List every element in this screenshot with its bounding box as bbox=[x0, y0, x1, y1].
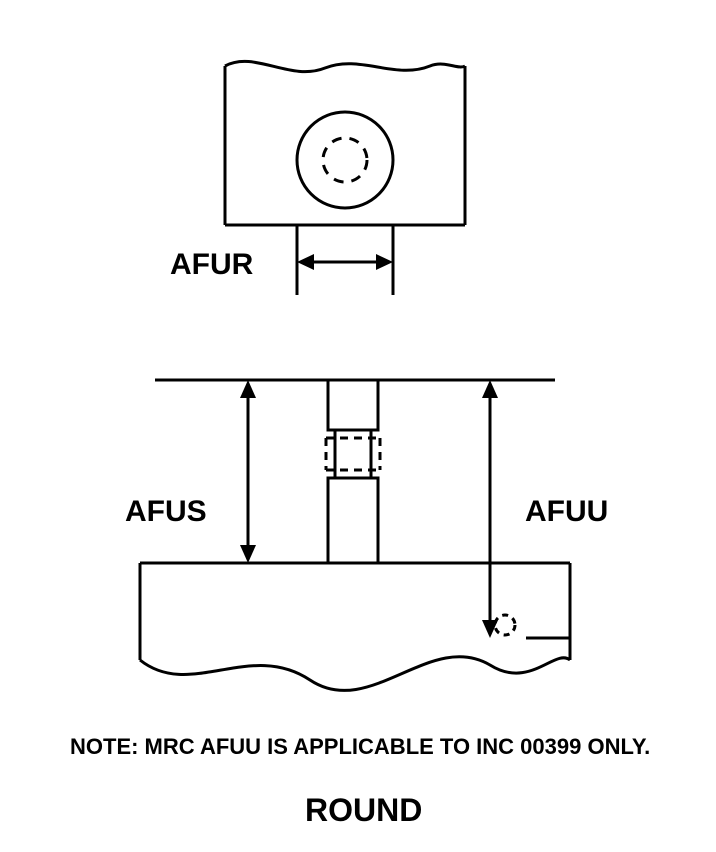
afus-label: AFUS bbox=[125, 495, 207, 529]
body-bottom-wavy bbox=[140, 657, 570, 691]
afuu-arrow-up bbox=[482, 380, 498, 398]
outer-circle bbox=[297, 112, 393, 208]
diagram-canvas bbox=[0, 0, 716, 852]
afur-label: AFUR bbox=[170, 248, 253, 282]
side-top-post bbox=[328, 380, 378, 430]
afus-arrow-up bbox=[240, 380, 256, 398]
inner-dashed-circle bbox=[323, 138, 367, 182]
afuu-label: AFUU bbox=[525, 495, 608, 529]
afur-arrow-left bbox=[297, 254, 314, 270]
body-dashed-circle bbox=[495, 615, 515, 635]
note-label: NOTE: MRC AFUU IS APPLICABLE TO INC 0039… bbox=[70, 734, 650, 760]
title-label: ROUND bbox=[305, 792, 422, 829]
afus-arrow-down bbox=[240, 545, 256, 563]
top-rect-wavy bbox=[225, 61, 465, 71]
afur-arrow-right bbox=[376, 254, 393, 270]
side-lower-post bbox=[328, 478, 378, 563]
